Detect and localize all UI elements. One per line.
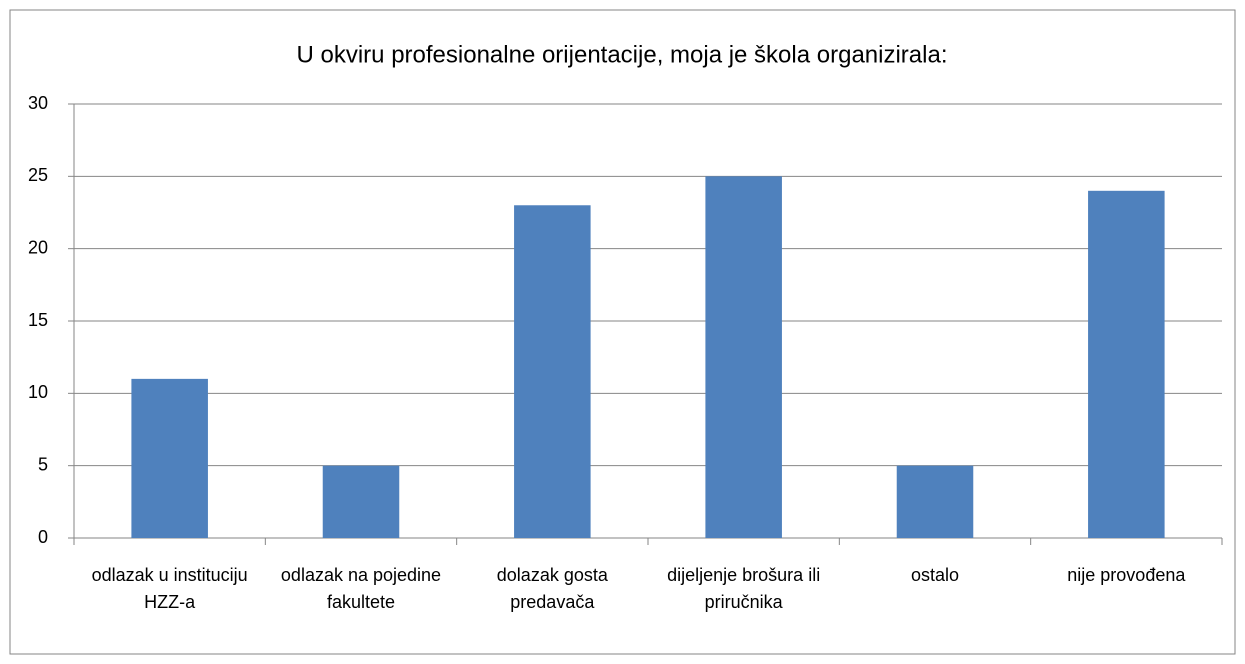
bar — [131, 378, 208, 538]
y-tick-label: 15 — [28, 310, 48, 330]
bar — [1088, 190, 1165, 539]
y-tick-label: 10 — [28, 382, 48, 402]
y-tick-label: 0 — [38, 527, 48, 547]
y-tick-label: 5 — [38, 454, 48, 474]
bar — [514, 205, 591, 538]
x-tick-label: ostalo — [910, 565, 960, 585]
y-tick-label: 25 — [28, 165, 48, 185]
chart-title: U okviru profesionalne orijentacije, moj… — [297, 41, 948, 68]
x-tick-label: nije provođena — [1067, 565, 1186, 585]
x-tick-label: odlazak na pojedine fakultete — [280, 565, 442, 612]
bar — [705, 176, 782, 539]
x-tick-label: dolazak gosta predavača — [496, 565, 608, 612]
bar — [322, 465, 400, 538]
y-tick-label: 30 — [28, 93, 48, 113]
x-tick-label: odlazak u instituciju HZZ-a — [91, 565, 248, 612]
chart-border — [9, 9, 1236, 655]
x-tick-label: dijeljenje brošura ili priručnika — [667, 565, 821, 612]
y-tick-label: 20 — [28, 237, 48, 257]
bar — [896, 465, 974, 538]
